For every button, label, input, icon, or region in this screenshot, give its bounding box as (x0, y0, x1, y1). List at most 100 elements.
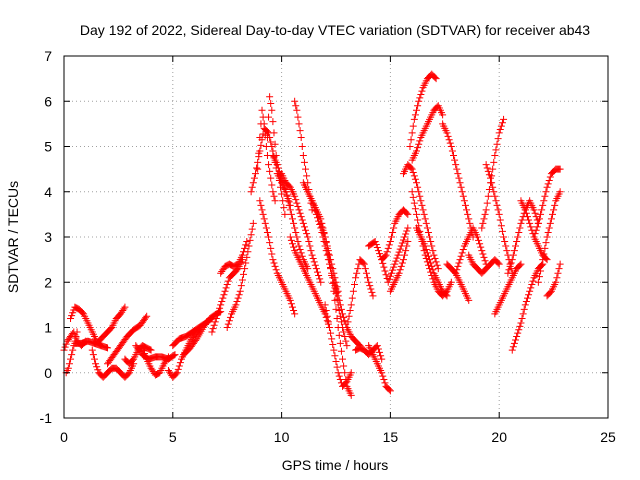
data-point (466, 219, 474, 227)
data-point (291, 97, 299, 105)
data-point (531, 209, 539, 217)
data-point (175, 362, 183, 370)
data-point (424, 252, 432, 260)
data-point (390, 224, 398, 232)
data-point (290, 307, 298, 315)
data-point (342, 337, 350, 345)
data-point (517, 260, 525, 268)
data-point (283, 192, 291, 200)
data-point (399, 256, 407, 264)
data-point (330, 278, 338, 286)
data-point (418, 87, 426, 95)
data-point (551, 201, 559, 209)
data-point (452, 161, 460, 169)
data-point (311, 261, 319, 269)
data-point (292, 228, 300, 236)
data-point (538, 206, 546, 214)
data-point (410, 115, 418, 123)
data-point (381, 252, 389, 260)
data-point (146, 346, 154, 354)
data-point (495, 129, 503, 137)
data-point (458, 249, 466, 257)
data-point (94, 366, 102, 374)
data-point (443, 129, 451, 137)
data-point (447, 278, 455, 286)
data-point (212, 314, 220, 322)
chart-title: Day 192 of 2022, Sidereal Day-to-day VTE… (80, 22, 590, 38)
data-point (271, 262, 279, 270)
data-point (260, 215, 268, 223)
data-point (460, 197, 468, 205)
data-point (489, 183, 497, 191)
data-point (514, 233, 522, 241)
data-point (143, 312, 151, 320)
data-point (171, 351, 179, 359)
data-point (321, 233, 329, 241)
data-point (530, 233, 538, 241)
data-point (381, 379, 389, 387)
data-point (376, 250, 384, 258)
data-point (120, 305, 128, 313)
data-point (293, 233, 301, 241)
data-point (218, 297, 226, 305)
data-point (479, 219, 487, 227)
data-point (428, 262, 436, 270)
data-point (334, 292, 342, 300)
data-point (265, 233, 273, 241)
data-point (308, 197, 316, 205)
data-point (325, 324, 333, 331)
data-point (426, 233, 434, 241)
data-point (330, 346, 338, 354)
data-point (298, 216, 306, 224)
data-point (465, 215, 473, 223)
data-point (285, 201, 293, 209)
data-point (271, 197, 279, 205)
data-point (286, 296, 294, 304)
data-point (408, 165, 416, 173)
data-point (366, 282, 374, 290)
data-point (334, 369, 342, 377)
data-point (483, 164, 491, 172)
data-point (346, 307, 354, 315)
data-point (403, 209, 411, 217)
data-point (213, 311, 221, 319)
data-point (237, 282, 245, 290)
data-point (522, 209, 530, 217)
data-point (61, 343, 69, 351)
data-point (458, 188, 466, 196)
data-point (410, 199, 418, 207)
data-point (409, 169, 417, 177)
data-point (305, 238, 313, 246)
data-point (259, 210, 267, 218)
data-point (378, 369, 386, 377)
data-point (486, 174, 494, 182)
data-point (328, 335, 336, 343)
data-point (224, 320, 232, 328)
data-point (407, 136, 415, 144)
data-point (512, 242, 520, 250)
data-point (343, 342, 351, 350)
data-point (506, 262, 514, 270)
data-point (267, 100, 275, 108)
data-point (361, 265, 369, 273)
data-point (322, 239, 330, 247)
data-point (513, 238, 521, 246)
data-point (545, 176, 553, 184)
data-point (294, 202, 302, 210)
data-point (90, 355, 98, 363)
data-point (256, 133, 264, 141)
data-point (416, 192, 424, 200)
data-point (488, 179, 496, 187)
data-point (500, 233, 508, 241)
data-point (359, 259, 367, 267)
data-point (222, 284, 230, 292)
data-point (514, 329, 522, 337)
data-point (454, 262, 462, 270)
data-point (402, 247, 410, 255)
data-point (248, 225, 256, 233)
data-point (303, 172, 311, 180)
data-point (302, 165, 310, 173)
data-point (478, 224, 486, 232)
data-point (404, 238, 412, 246)
data-point (537, 267, 545, 275)
